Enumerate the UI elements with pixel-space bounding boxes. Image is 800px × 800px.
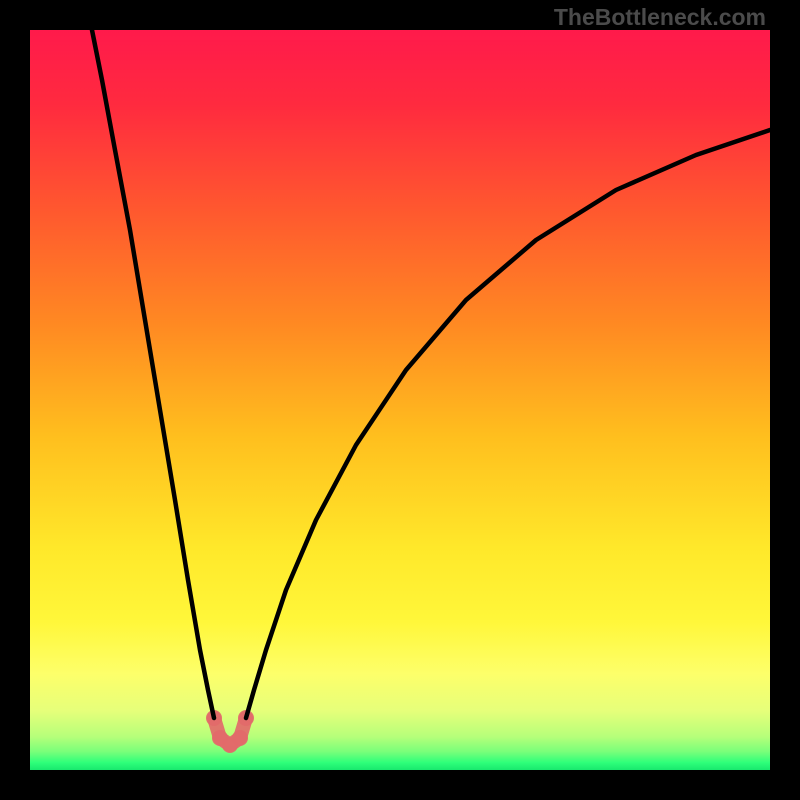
plot-area	[30, 30, 770, 770]
chart-frame: TheBottleneck.com	[0, 0, 800, 800]
watermark-text: TheBottleneck.com	[554, 4, 766, 31]
background-gradient	[30, 30, 770, 770]
